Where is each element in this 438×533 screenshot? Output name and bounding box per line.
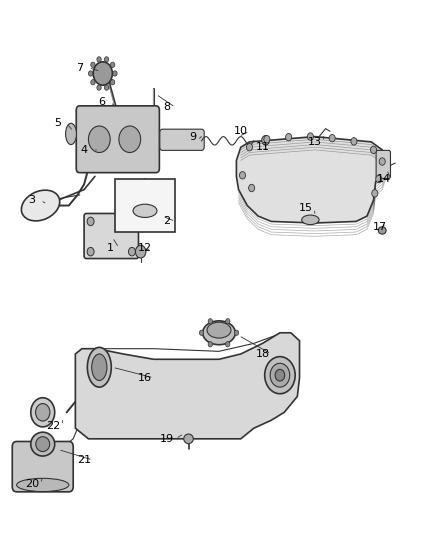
Text: 21: 21: [77, 455, 91, 465]
Circle shape: [372, 190, 378, 197]
Circle shape: [128, 217, 135, 225]
FancyBboxPatch shape: [84, 214, 138, 259]
Circle shape: [128, 247, 135, 256]
Circle shape: [91, 62, 95, 67]
Text: 3: 3: [28, 195, 35, 205]
Circle shape: [113, 71, 117, 76]
Ellipse shape: [207, 322, 231, 338]
Ellipse shape: [184, 434, 193, 443]
Text: 4: 4: [81, 145, 88, 155]
Ellipse shape: [66, 123, 77, 144]
Text: 20: 20: [25, 479, 39, 489]
Ellipse shape: [31, 398, 55, 427]
Circle shape: [88, 126, 110, 152]
Circle shape: [226, 342, 230, 347]
Text: 22: 22: [46, 421, 61, 431]
Ellipse shape: [133, 204, 157, 217]
Ellipse shape: [36, 437, 49, 451]
Text: 16: 16: [138, 373, 152, 383]
Circle shape: [208, 319, 212, 324]
Ellipse shape: [302, 215, 319, 224]
FancyBboxPatch shape: [160, 129, 204, 150]
Circle shape: [240, 172, 246, 179]
Ellipse shape: [21, 190, 60, 221]
Text: 7: 7: [76, 63, 83, 72]
Circle shape: [110, 79, 115, 85]
Text: 13: 13: [308, 137, 322, 147]
Text: 6: 6: [98, 97, 105, 107]
Circle shape: [97, 85, 101, 90]
Ellipse shape: [275, 369, 285, 381]
Circle shape: [87, 217, 94, 225]
Circle shape: [104, 85, 109, 90]
FancyBboxPatch shape: [376, 150, 391, 179]
Circle shape: [226, 319, 230, 324]
Text: 14: 14: [377, 174, 392, 184]
Circle shape: [91, 79, 95, 85]
Text: 11: 11: [255, 142, 269, 152]
Circle shape: [261, 135, 269, 145]
Circle shape: [329, 134, 335, 142]
Circle shape: [234, 330, 239, 335]
Circle shape: [247, 143, 253, 151]
Text: 5: 5: [54, 118, 61, 128]
Circle shape: [119, 126, 141, 152]
Circle shape: [199, 330, 204, 335]
Ellipse shape: [35, 403, 50, 421]
Text: 18: 18: [255, 349, 269, 359]
Circle shape: [97, 56, 101, 62]
Circle shape: [249, 184, 254, 192]
Ellipse shape: [87, 348, 111, 387]
Circle shape: [208, 342, 212, 347]
Text: 2: 2: [163, 216, 170, 227]
Text: 1: 1: [107, 243, 114, 253]
Circle shape: [110, 62, 115, 67]
Circle shape: [87, 247, 94, 256]
Ellipse shape: [31, 432, 55, 456]
Circle shape: [88, 71, 93, 76]
Ellipse shape: [265, 357, 295, 394]
Text: 19: 19: [160, 434, 174, 444]
Circle shape: [264, 135, 270, 143]
FancyBboxPatch shape: [76, 106, 159, 173]
Circle shape: [93, 62, 113, 85]
Polygon shape: [75, 333, 300, 439]
Ellipse shape: [378, 227, 386, 234]
Circle shape: [135, 245, 146, 258]
Circle shape: [351, 138, 357, 145]
Circle shape: [104, 56, 109, 62]
Ellipse shape: [92, 354, 107, 381]
FancyBboxPatch shape: [12, 441, 73, 492]
Text: 10: 10: [234, 126, 248, 136]
Circle shape: [376, 175, 382, 183]
Circle shape: [379, 158, 385, 165]
Text: 15: 15: [299, 203, 313, 213]
Ellipse shape: [270, 364, 290, 387]
Text: 8: 8: [163, 102, 170, 112]
Circle shape: [307, 133, 314, 140]
Polygon shape: [237, 136, 387, 223]
Circle shape: [371, 146, 377, 154]
Text: 12: 12: [138, 243, 152, 253]
Bar: [115, 179, 176, 232]
Ellipse shape: [17, 478, 69, 491]
Circle shape: [286, 133, 292, 141]
Ellipse shape: [203, 321, 235, 345]
Text: 9: 9: [189, 132, 197, 142]
Text: 17: 17: [373, 222, 387, 232]
